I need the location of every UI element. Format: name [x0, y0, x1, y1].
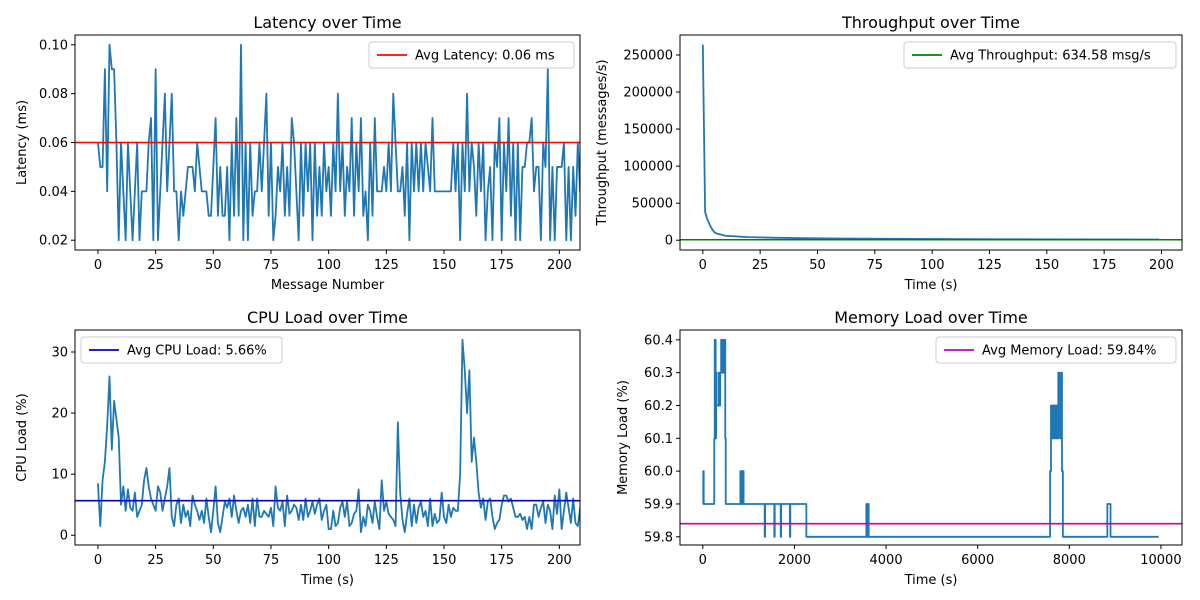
- y-tick-label: 20: [51, 407, 68, 422]
- legend-box: [368, 41, 575, 69]
- x-tick-label: 75: [263, 258, 280, 273]
- y-tick-label: 0: [665, 234, 673, 249]
- x-tick-label: 200: [1149, 258, 1174, 273]
- chart-4: Memory Load over Time 0 2000 4000 6000 8000 10…: [616, 308, 1183, 588]
- x-tick-label: 25: [147, 553, 164, 568]
- x-tick-label: 50: [205, 258, 222, 273]
- x-tick-label: 10000: [1140, 553, 1181, 568]
- y-axis-label: Memory Load (%): [616, 380, 631, 495]
- y-tick-label: 50000: [632, 197, 673, 212]
- y-tick-label: 0.08: [39, 87, 68, 102]
- x-tick-label: 50: [205, 553, 222, 568]
- x-tick-label: 150: [432, 258, 457, 273]
- x-tick-label: 100: [920, 258, 945, 273]
- x-tick-label: 8000: [1053, 553, 1086, 568]
- x-axis-label: Message Number: [271, 278, 385, 293]
- legend: Avg Memory Load: 59.84%: [935, 336, 1177, 364]
- x-tick-label: 200: [547, 258, 572, 273]
- x-tick-label: 75: [867, 258, 884, 273]
- y-tick-label: 60.0: [644, 465, 673, 480]
- series-line: [97, 43, 580, 242]
- x-tick-label: 150: [432, 553, 457, 568]
- x-tick-label: 125: [374, 258, 399, 273]
- x-tick-label: 100: [316, 553, 341, 568]
- chart-title: Memory Load over Time: [834, 308, 1028, 327]
- legend: Avg CPU Load: 5.66%: [80, 336, 283, 364]
- x-tick-label: 175: [489, 258, 514, 273]
- x-tick-label: 200: [547, 553, 572, 568]
- axes-frame: [679, 34, 1183, 251]
- y-tick-label: 200000: [623, 86, 673, 101]
- chart-title: Latency over Time: [253, 13, 401, 32]
- x-tick-label: 2000: [778, 553, 811, 568]
- legend-label: Avg Latency: 0.06 ms: [415, 49, 555, 64]
- x-tick-label: 50: [809, 258, 826, 273]
- y-tick-label: 60.1: [644, 432, 673, 447]
- x-axis-label: Time (s): [300, 573, 354, 588]
- legend-box: [935, 336, 1177, 364]
- legend-label: Avg CPU Load: 5.66%: [127, 344, 267, 359]
- y-tick-label: 59.8: [644, 530, 673, 545]
- y-axis-label: CPU Load (%): [15, 393, 30, 481]
- x-tick-label: 125: [977, 258, 1002, 273]
- axes-frame: [679, 329, 1183, 546]
- legend-label: Avg Memory Load: 59.84%: [982, 344, 1156, 359]
- legend-box: [80, 336, 283, 364]
- y-tick-label: 30: [51, 345, 68, 360]
- y-tick-label: 0.04: [39, 185, 68, 200]
- x-tick-label: 0: [94, 258, 102, 273]
- x-tick-label: 175: [1092, 258, 1117, 273]
- y-tick-label: 10: [51, 468, 68, 483]
- x-tick-label: 75: [263, 553, 280, 568]
- y-tick-label: 60.3: [644, 366, 673, 381]
- y-tick-label: 60.4: [644, 333, 673, 348]
- y-tick-label: 0.02: [39, 234, 68, 249]
- y-tick-label: 0.06: [39, 136, 68, 151]
- y-axis-label: Latency (ms): [15, 100, 30, 185]
- x-tick-label: 0: [94, 553, 102, 568]
- series-line: [702, 338, 1159, 538]
- x-tick-label: 25: [752, 258, 769, 273]
- y-tick-label: 59.9: [644, 497, 673, 512]
- series-line: [701, 44, 1160, 241]
- x-axis-label: Time (s): [904, 278, 958, 293]
- y-tick-label: 60.2: [644, 399, 673, 414]
- y-axis-label: Throughput (messages/s): [595, 59, 610, 226]
- legend-box: [903, 41, 1177, 69]
- x-tick-label: 25: [147, 258, 164, 273]
- legend: Avg Throughput: 634.58 msg/s: [903, 41, 1177, 69]
- x-axis-label: Time (s): [904, 573, 958, 588]
- chart-title: Throughput over Time: [841, 13, 1020, 32]
- y-tick-label: 100000: [623, 160, 673, 175]
- x-tick-label: 125: [374, 553, 399, 568]
- axes-frame: [74, 329, 581, 546]
- chart-title: CPU Load over Time: [247, 308, 408, 327]
- series-line: [97, 338, 580, 534]
- x-tick-label: 0: [699, 553, 707, 568]
- x-tick-label: 100: [316, 258, 341, 273]
- x-tick-label: 150: [1034, 258, 1059, 273]
- legend: Avg Latency: 0.06 ms: [368, 41, 575, 69]
- legend-label: Avg Throughput: 634.58 msg/s: [950, 49, 1151, 64]
- y-tick-label: 0.10: [39, 38, 68, 53]
- x-tick-label: 4000: [870, 553, 903, 568]
- chart-2: Throughput over Time 0 25 50 75 100 125 150 175 2…: [595, 13, 1183, 293]
- y-tick-label: 150000: [623, 123, 673, 138]
- x-tick-label: 6000: [961, 553, 994, 568]
- y-tick-label: 250000: [623, 49, 673, 64]
- x-tick-label: 0: [699, 258, 707, 273]
- y-tick-label: 0: [60, 529, 68, 544]
- chart-1: Latency over Time 0 25 50 75 100 125 150 175 200 0…: [15, 13, 581, 293]
- x-tick-label: 175: [489, 553, 514, 568]
